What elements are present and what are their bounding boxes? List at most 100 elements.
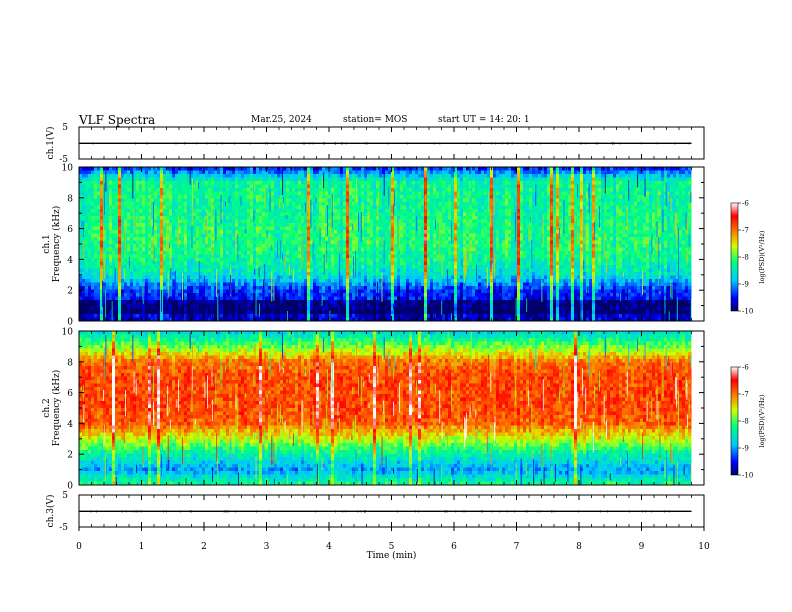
heatmap-cell — [172, 184, 176, 189]
heatmap-cell — [148, 205, 152, 210]
heatmap-cell — [232, 258, 236, 262]
heatmap-cell — [277, 275, 281, 280]
heatmap-cell — [346, 286, 350, 290]
heatmap-cell — [280, 198, 284, 203]
heatmap-cell — [190, 191, 194, 196]
heatmap-cell — [286, 258, 290, 262]
heatmap-cell — [394, 307, 398, 311]
heatmap-cell — [319, 202, 323, 206]
heatmap-cell — [133, 216, 137, 220]
heatmap-cell — [229, 216, 233, 220]
heatmap-cell — [328, 191, 332, 196]
heatmap-cell — [229, 174, 233, 178]
heatmap-cell — [112, 296, 116, 301]
heatmap-cell — [148, 191, 152, 196]
heatmap-cell — [178, 198, 182, 203]
heatmap-cell — [172, 317, 176, 322]
heatmap-cell — [220, 177, 224, 182]
heatmap-cell — [283, 233, 287, 238]
heatmap-cell — [244, 265, 248, 269]
heatmap-cell — [124, 219, 128, 224]
heatmap-cell — [307, 268, 311, 273]
heatmap-cell — [151, 300, 155, 304]
heatmap-cell — [211, 230, 215, 234]
heatmap-cell — [277, 247, 281, 252]
heatmap-cell — [235, 184, 239, 189]
heatmap-cell — [115, 279, 119, 283]
heatmap-cell — [337, 237, 341, 241]
heatmap-cell — [295, 279, 299, 283]
heatmap-cell — [133, 223, 137, 227]
heatmap-cell — [301, 177, 305, 182]
heatmap-cell — [298, 275, 302, 280]
heatmap-cell — [382, 282, 386, 287]
heatmap-cell — [295, 268, 299, 273]
heatmap-cell — [115, 188, 119, 192]
heatmap-cell — [217, 317, 221, 322]
heatmap-cell — [358, 258, 362, 262]
heatmap-cell — [79, 167, 83, 171]
heatmap-cell — [232, 184, 236, 189]
heatmap-cell — [277, 205, 281, 210]
heatmap-cell — [196, 247, 200, 252]
heatmap-cell — [322, 198, 326, 203]
heatmap-cell — [244, 279, 248, 283]
heatmap-cell — [328, 279, 332, 283]
heatmap-cell — [97, 272, 101, 276]
heatmap-cell — [235, 230, 239, 234]
heatmap-cell — [391, 300, 395, 304]
heatmap-cell — [250, 233, 254, 238]
heatmap-cell — [133, 184, 137, 189]
heatmap-cell — [295, 230, 299, 234]
heatmap-cell — [352, 296, 356, 301]
heatmap-cell — [298, 300, 302, 304]
heatmap-cell — [262, 226, 266, 231]
heatmap-cell — [145, 174, 149, 178]
heatmap-cell — [145, 303, 149, 308]
heatmap-cell — [94, 202, 98, 206]
heatmap-cell — [322, 195, 326, 199]
heatmap-cell — [361, 219, 365, 224]
heatmap-cell — [232, 254, 236, 259]
heatmap-cell — [130, 212, 134, 217]
heatmap-cell — [268, 226, 272, 231]
heatmap-cell — [355, 275, 359, 280]
heatmap-cell — [376, 198, 380, 203]
heatmap-cell — [82, 209, 86, 213]
heatmap-cell — [295, 247, 299, 252]
heatmap-cell — [235, 307, 239, 311]
heatmap-cell — [391, 233, 395, 238]
heatmap-cell — [124, 310, 128, 315]
heatmap-cell — [205, 279, 209, 283]
heatmap-cell — [85, 167, 89, 171]
heatmap-cell — [361, 310, 365, 315]
heatmap-cell — [259, 237, 263, 241]
heatmap-cell — [112, 174, 116, 178]
heatmap-cell — [397, 191, 401, 196]
heatmap-cell — [82, 205, 86, 210]
heatmap-cell — [142, 310, 146, 315]
heatmap-cell — [337, 191, 341, 196]
heatmap-cell — [139, 314, 143, 318]
heatmap-cell — [85, 275, 89, 280]
heatmap-cell — [313, 167, 317, 171]
heatmap-cell — [343, 195, 347, 199]
heatmap-cell — [103, 174, 107, 178]
heatmap-cell — [169, 279, 173, 283]
heatmap-cell — [268, 275, 272, 280]
heatmap-cell — [394, 212, 398, 217]
heatmap-cell — [277, 240, 281, 245]
heatmap-cell — [316, 303, 320, 308]
heatmap-cell — [256, 247, 260, 252]
heatmap-cell — [274, 191, 278, 196]
heatmap-cell — [331, 258, 335, 262]
heatmap-cell — [361, 251, 365, 255]
heatmap-cell — [373, 202, 377, 206]
heatmap-cell — [352, 184, 356, 189]
heatmap-cell — [241, 244, 245, 248]
heatmap-cell — [268, 191, 272, 196]
heatmap-cell — [103, 300, 107, 304]
heatmap-cell — [142, 195, 146, 199]
heatmap-cell — [238, 233, 242, 238]
heatmap-cell — [136, 265, 140, 269]
